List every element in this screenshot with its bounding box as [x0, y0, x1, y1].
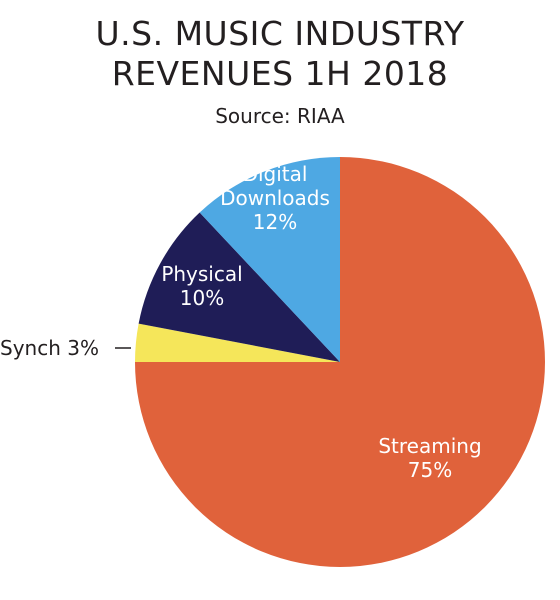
pie-slice-digital-downloads — [199, 157, 340, 362]
chart-title-line-1: U.S. MUSIC INDUSTRY — [95, 14, 465, 53]
chart-title: U.S. MUSIC INDUSTRY REVENUES 1H 2018 — [0, 14, 560, 94]
slice-value-streaming: 75% — [408, 458, 452, 482]
slice-name-digital-downloads: Downloads — [220, 186, 330, 210]
slice-name-streaming: Streaming — [378, 434, 481, 458]
pie-slice-physical — [138, 212, 340, 362]
slice-value-physical: 10% — [180, 286, 224, 310]
chart-title-line-2: REVENUES 1H 2018 — [111, 54, 449, 93]
pie-slice-synch — [135, 323, 340, 362]
slice-name-physical: Physical — [161, 262, 242, 286]
slice-name-digital-downloads: Digital — [243, 162, 308, 186]
slice-label-synch: Synch 3% — [0, 336, 99, 360]
slice-value-digital-downloads: 12% — [253, 210, 297, 234]
chart-subtitle: Source: RIAA — [215, 104, 345, 128]
